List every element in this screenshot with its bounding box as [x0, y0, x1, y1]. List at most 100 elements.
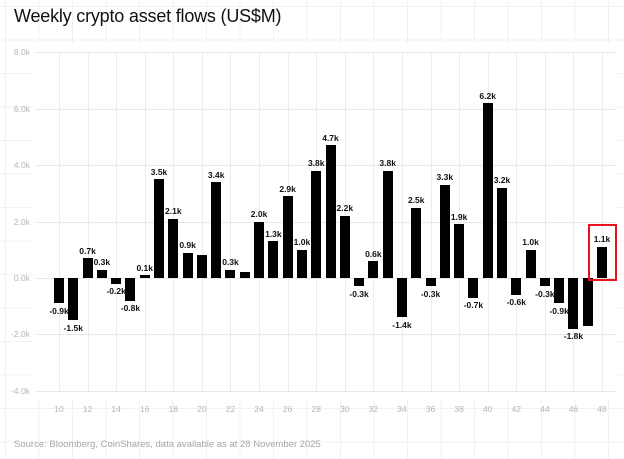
- x-axis-label: 30: [340, 404, 350, 414]
- value-label-week-48: 1.1k: [593, 234, 611, 245]
- x-axis-label: 16: [140, 404, 150, 414]
- x-gridline: [144, 52, 146, 391]
- value-label-week-10: -0.9k: [49, 305, 69, 316]
- bar-week-24: [254, 221, 265, 278]
- value-label-week-25: 1.3k: [265, 228, 282, 239]
- x-gridline: [87, 52, 89, 391]
- value-label-week-43: 1.0k: [522, 237, 539, 248]
- x-gridline: [401, 52, 403, 391]
- bar-week-14: [111, 278, 122, 284]
- x-axis-label: 36: [425, 404, 436, 414]
- bar-week-31: [354, 278, 365, 287]
- value-label-week-22: 0.3k: [222, 257, 239, 268]
- value-label-week-31: -0.3k: [349, 288, 369, 299]
- x-axis-label: 26: [282, 404, 293, 414]
- bar-week-38: [454, 224, 465, 278]
- x-axis-label: 46: [568, 404, 579, 414]
- bar-week-22: [225, 269, 236, 278]
- bar-week-18: [168, 218, 179, 278]
- value-label-week-26: 2.9k: [279, 183, 296, 194]
- highlight-box: [587, 224, 617, 281]
- x-axis-label: 38: [454, 404, 464, 414]
- value-label-week-17: 3.5k: [150, 166, 168, 177]
- bar-week-20: [196, 255, 207, 278]
- value-label-week-44: -0.3k: [535, 288, 555, 299]
- value-label-week-45: -0.9k: [549, 305, 569, 316]
- y-axis-label: -4.0k: [11, 385, 30, 396]
- bar-week-12: [82, 258, 93, 278]
- x-gridline: [544, 52, 546, 391]
- bar-week-45: [554, 278, 565, 304]
- x-axis-label: 24: [254, 404, 264, 414]
- value-label-week-32: 0.6k: [365, 248, 382, 259]
- value-label-week-33: 3.8k: [379, 158, 396, 169]
- bar-week-26: [282, 196, 293, 278]
- x-axis-label: 44: [540, 404, 550, 414]
- x-axis-label: 40: [482, 404, 493, 414]
- value-label-week-37: 3.3k: [436, 172, 454, 183]
- x-gridline: [259, 52, 261, 391]
- value-label-week-28: 3.8k: [307, 158, 325, 169]
- bar-week-36: [425, 278, 436, 287]
- x-gridline: [430, 52, 432, 391]
- bar-week-25: [268, 241, 279, 278]
- y-axis-label: -2.0k: [11, 329, 30, 340]
- value-label-week-11: -1.5k: [63, 322, 83, 333]
- bar-week-30: [339, 215, 350, 278]
- x-axis-label: 42: [511, 404, 521, 414]
- bar-week-33: [382, 170, 393, 278]
- value-label-week-34: -1.4k: [392, 319, 412, 330]
- x-axis-label: 14: [111, 404, 121, 414]
- x-gridline: [602, 52, 604, 391]
- x-gridline: [59, 52, 60, 391]
- bar-week-17: [154, 179, 165, 278]
- bar-week-47: [582, 278, 593, 326]
- value-label-week-16: 0.1k: [136, 262, 153, 273]
- y-axis-label: 0.0k: [13, 273, 30, 283]
- x-axis-label: 20: [197, 404, 207, 414]
- y-gridline: [36, 278, 616, 279]
- value-label-week-29: 4.7k: [322, 132, 339, 143]
- bar-week-13: [96, 269, 107, 278]
- x-gridline: [573, 52, 575, 391]
- bar-week-41: [496, 187, 507, 278]
- value-label-week-15: -0.8k: [120, 303, 141, 314]
- value-label-week-21: 3.4k: [207, 169, 225, 180]
- x-gridline: [373, 52, 375, 391]
- x-gridline: [459, 52, 461, 391]
- bar-week-11: [68, 278, 79, 321]
- bar-week-10: [54, 278, 64, 304]
- x-gridline: [230, 52, 232, 391]
- value-label-week-35: 2.5k: [407, 195, 425, 205]
- chart-title: Weekly crypto asset flows (US$M): [14, 6, 282, 26]
- value-label-week-12: 0.7k: [79, 245, 96, 256]
- y-axis-label: 6.0k: [13, 103, 30, 114]
- bar-week-37: [439, 184, 450, 278]
- y-gridline: [36, 334, 616, 336]
- y-axis-label: 8.0k: [13, 47, 30, 58]
- value-label-week-13: 0.3k: [93, 257, 111, 268]
- x-gridline: [516, 52, 518, 391]
- bar-week-21: [211, 182, 222, 278]
- value-label-week-46: -1.8k: [563, 331, 584, 342]
- value-label-week-19: 0.9k: [179, 240, 196, 251]
- bar-week-15: [125, 278, 136, 301]
- bar-week-23: [239, 272, 250, 278]
- value-label-week-18: 2.1k: [165, 206, 182, 217]
- y-gridline: [36, 52, 616, 54]
- value-label-week-39: -0.7k: [463, 300, 484, 311]
- y-axis-label: 2.0k: [13, 216, 30, 227]
- y-gridline: [36, 108, 616, 110]
- x-axis-label: 12: [82, 404, 93, 414]
- bar-week-43: [525, 249, 536, 278]
- value-label-week-27: 1.0k: [293, 237, 311, 248]
- y-axis-label: 4.0k: [13, 160, 30, 171]
- bar-week-34: [396, 278, 407, 318]
- value-label-week-38: 1.9k: [450, 211, 468, 222]
- x-axis-label: 22: [225, 404, 236, 414]
- bar-week-35: [411, 207, 422, 278]
- value-label-week-30: 2.2k: [336, 203, 354, 214]
- x-gridline: [116, 52, 118, 391]
- bar-week-48: [597, 246, 608, 278]
- x-axis-label: 10: [54, 404, 64, 414]
